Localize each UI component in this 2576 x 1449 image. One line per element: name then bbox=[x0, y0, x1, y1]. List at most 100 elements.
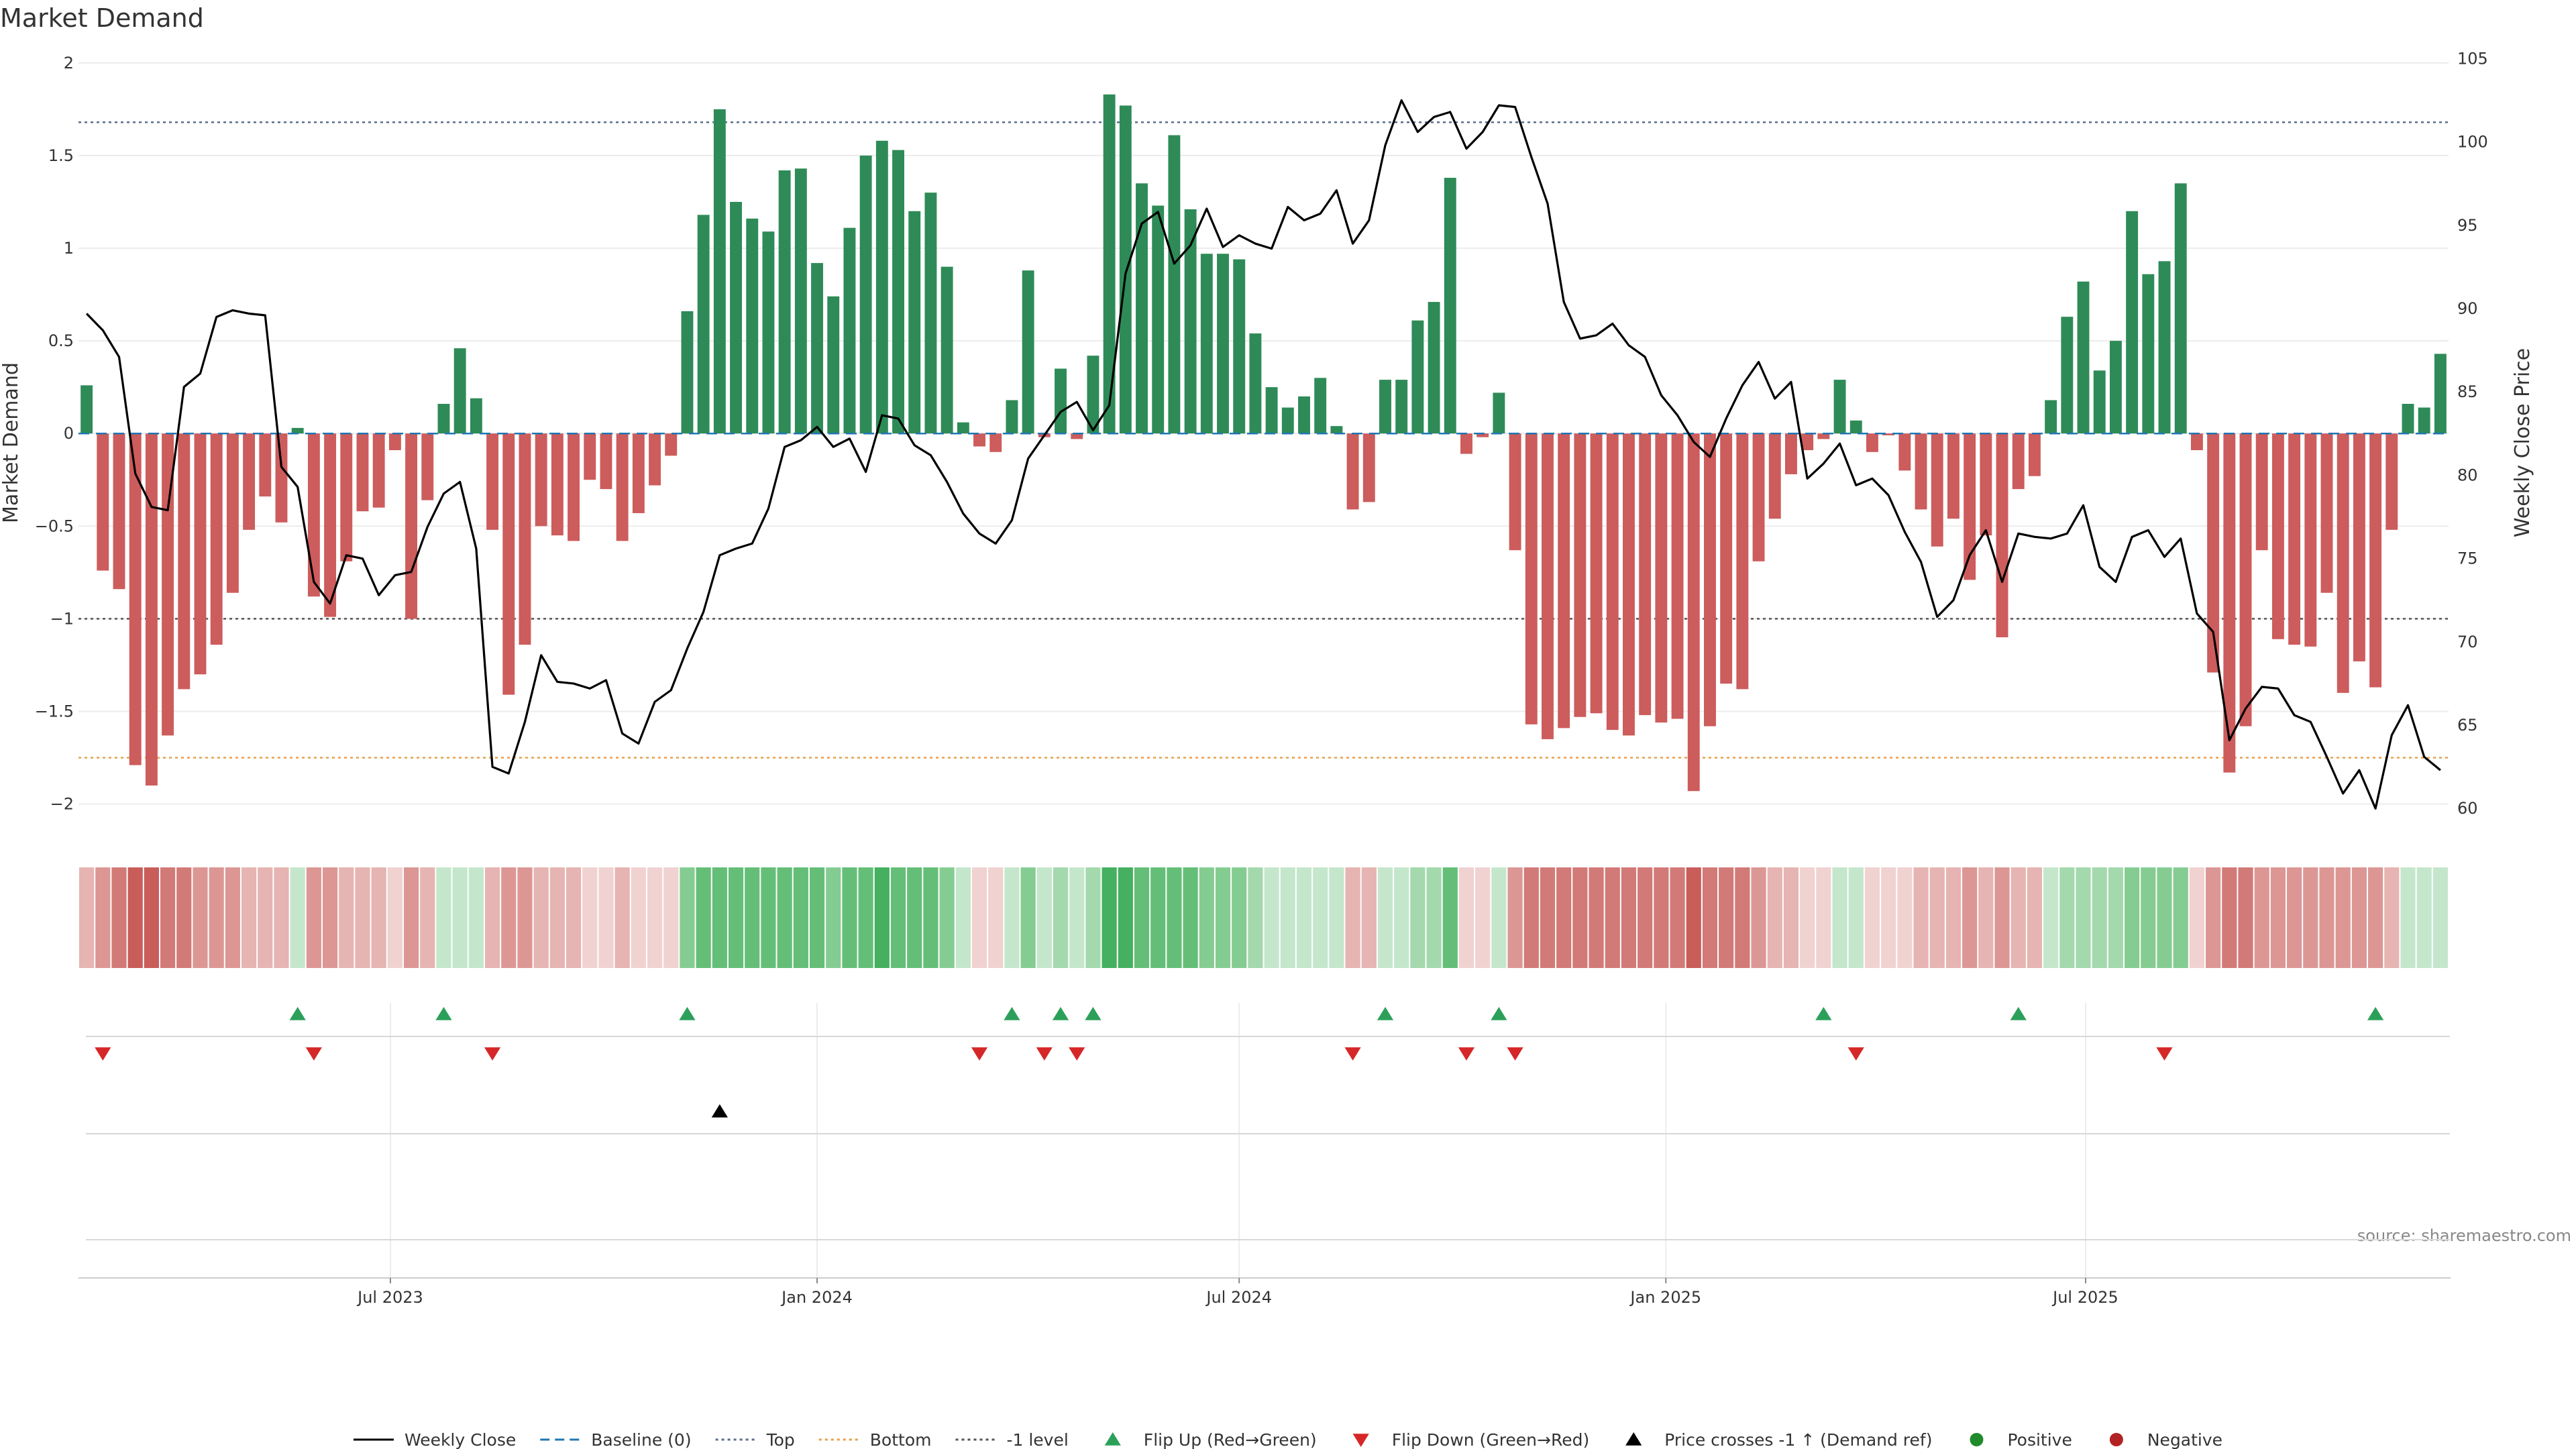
flip-down-marker bbox=[1507, 1047, 1523, 1061]
heat-cell bbox=[647, 867, 663, 968]
flip-up-marker bbox=[2367, 1007, 2384, 1020]
heat-cell bbox=[939, 867, 955, 968]
heat-cell bbox=[2059, 867, 2075, 968]
demand-bar bbox=[2271, 433, 2284, 639]
demand-bar bbox=[1525, 433, 1538, 724]
demand-bar bbox=[2174, 183, 2187, 434]
heat-cell bbox=[1540, 867, 1556, 968]
heat-cell bbox=[2141, 867, 2156, 968]
flip-down-markers bbox=[95, 1047, 2173, 1061]
demand-bar bbox=[340, 433, 353, 561]
heat-cell bbox=[2384, 867, 2400, 968]
cross-up-markers bbox=[711, 1104, 728, 1118]
heat-cell bbox=[468, 867, 484, 968]
heat-cell bbox=[2027, 867, 2043, 968]
heat-cell bbox=[1458, 867, 1474, 968]
flip-down-marker bbox=[1458, 1047, 1475, 1061]
demand-bar bbox=[1460, 433, 1472, 454]
flip-down-marker bbox=[2156, 1047, 2173, 1061]
heat-cell bbox=[436, 867, 451, 968]
demand-bar bbox=[584, 433, 596, 480]
heat-cell bbox=[777, 867, 792, 968]
heat-cell bbox=[1686, 867, 1701, 968]
legend-item: -1 level bbox=[955, 1430, 1069, 1449]
demand-bar bbox=[453, 348, 466, 434]
demand-bar bbox=[437, 404, 450, 434]
demand-bar bbox=[1184, 209, 1197, 434]
demand-bar bbox=[2288, 433, 2301, 645]
heat-cell bbox=[1929, 867, 1945, 968]
demand-bar bbox=[1931, 433, 1943, 547]
heat-cell bbox=[1085, 867, 1101, 968]
heat-cell bbox=[1572, 867, 1588, 968]
heat-cell bbox=[322, 867, 338, 968]
heat-cell bbox=[1507, 867, 1523, 968]
event-panels bbox=[86, 1003, 2450, 1278]
legend-item: Baseline (0) bbox=[540, 1430, 692, 1449]
heat-cell bbox=[1913, 867, 1929, 968]
demand-bar bbox=[1849, 420, 1862, 434]
demand-bar bbox=[811, 263, 823, 434]
demand-bar bbox=[405, 433, 418, 619]
y2-tick-label: 100 bbox=[2457, 133, 2488, 152]
demand-bar bbox=[324, 433, 337, 617]
legend-label: Negative bbox=[2147, 1430, 2222, 1449]
legend-item: Top bbox=[715, 1430, 795, 1449]
legend-item: Weekly Close bbox=[353, 1430, 516, 1449]
heat-cell bbox=[1394, 867, 1409, 968]
heat-cell bbox=[1232, 867, 1247, 968]
heat-cell bbox=[2010, 867, 2026, 968]
demand-bar bbox=[1817, 433, 1830, 439]
demand-bar bbox=[762, 231, 775, 434]
demand-bar bbox=[2012, 433, 2025, 490]
demand-bar bbox=[1687, 433, 1700, 792]
legend-item: Positive bbox=[1970, 1430, 2072, 1449]
demand-bar bbox=[681, 311, 694, 434]
heat-cell bbox=[2254, 867, 2269, 968]
demand-bar bbox=[1915, 433, 1927, 510]
heat-cell bbox=[501, 867, 517, 968]
demand-bar bbox=[1298, 396, 1310, 434]
demand-bar bbox=[356, 433, 369, 512]
heat-cell bbox=[1962, 867, 1978, 968]
demand-bar bbox=[568, 433, 580, 541]
heat-cell bbox=[1199, 867, 1214, 968]
heat-cell bbox=[955, 867, 971, 968]
demand-bar bbox=[2126, 211, 2139, 434]
heat-cell bbox=[2351, 867, 2367, 968]
demand-bar bbox=[1233, 259, 1246, 434]
heat-cell bbox=[2157, 867, 2172, 968]
demand-bar bbox=[113, 433, 125, 590]
flip-down-marker bbox=[1344, 1047, 1361, 1061]
demand-bar bbox=[794, 168, 807, 434]
demand-bar bbox=[2158, 261, 2171, 434]
heat-cell bbox=[2189, 867, 2205, 968]
demand-bar bbox=[372, 433, 385, 508]
demand-bar bbox=[1314, 378, 1327, 434]
demand-bar bbox=[1964, 433, 1976, 580]
weekly-close-line bbox=[85, 99, 2441, 810]
y2-tick-label: 85 bbox=[2457, 382, 2478, 401]
demand-bar bbox=[1168, 135, 1181, 434]
demand-bar bbox=[827, 296, 840, 434]
demand-bar bbox=[1200, 254, 1213, 434]
heat-cell bbox=[598, 867, 614, 968]
heat-cell bbox=[566, 867, 582, 968]
demand-bar bbox=[2304, 433, 2317, 647]
legend-label: Flip Down (Green→Red) bbox=[1392, 1430, 1590, 1449]
demand-bar bbox=[2028, 433, 2041, 476]
y-tick-label: 1 bbox=[64, 239, 74, 258]
demand-bar bbox=[1087, 356, 1099, 434]
heat-cell bbox=[2173, 867, 2188, 968]
flip-up-marker bbox=[1004, 1007, 1020, 1020]
heat-cell bbox=[274, 867, 289, 968]
heat-cell bbox=[1994, 867, 2010, 968]
demand-bar bbox=[243, 433, 256, 530]
demand-bar bbox=[1395, 380, 1408, 434]
demand-bar bbox=[80, 385, 93, 434]
y-tick-label: −1.5 bbox=[35, 702, 74, 720]
heat-cell bbox=[1167, 867, 1182, 968]
heat-cell bbox=[1442, 867, 1458, 968]
heat-cell bbox=[2222, 867, 2237, 968]
demand-heat-strip bbox=[79, 867, 2448, 968]
